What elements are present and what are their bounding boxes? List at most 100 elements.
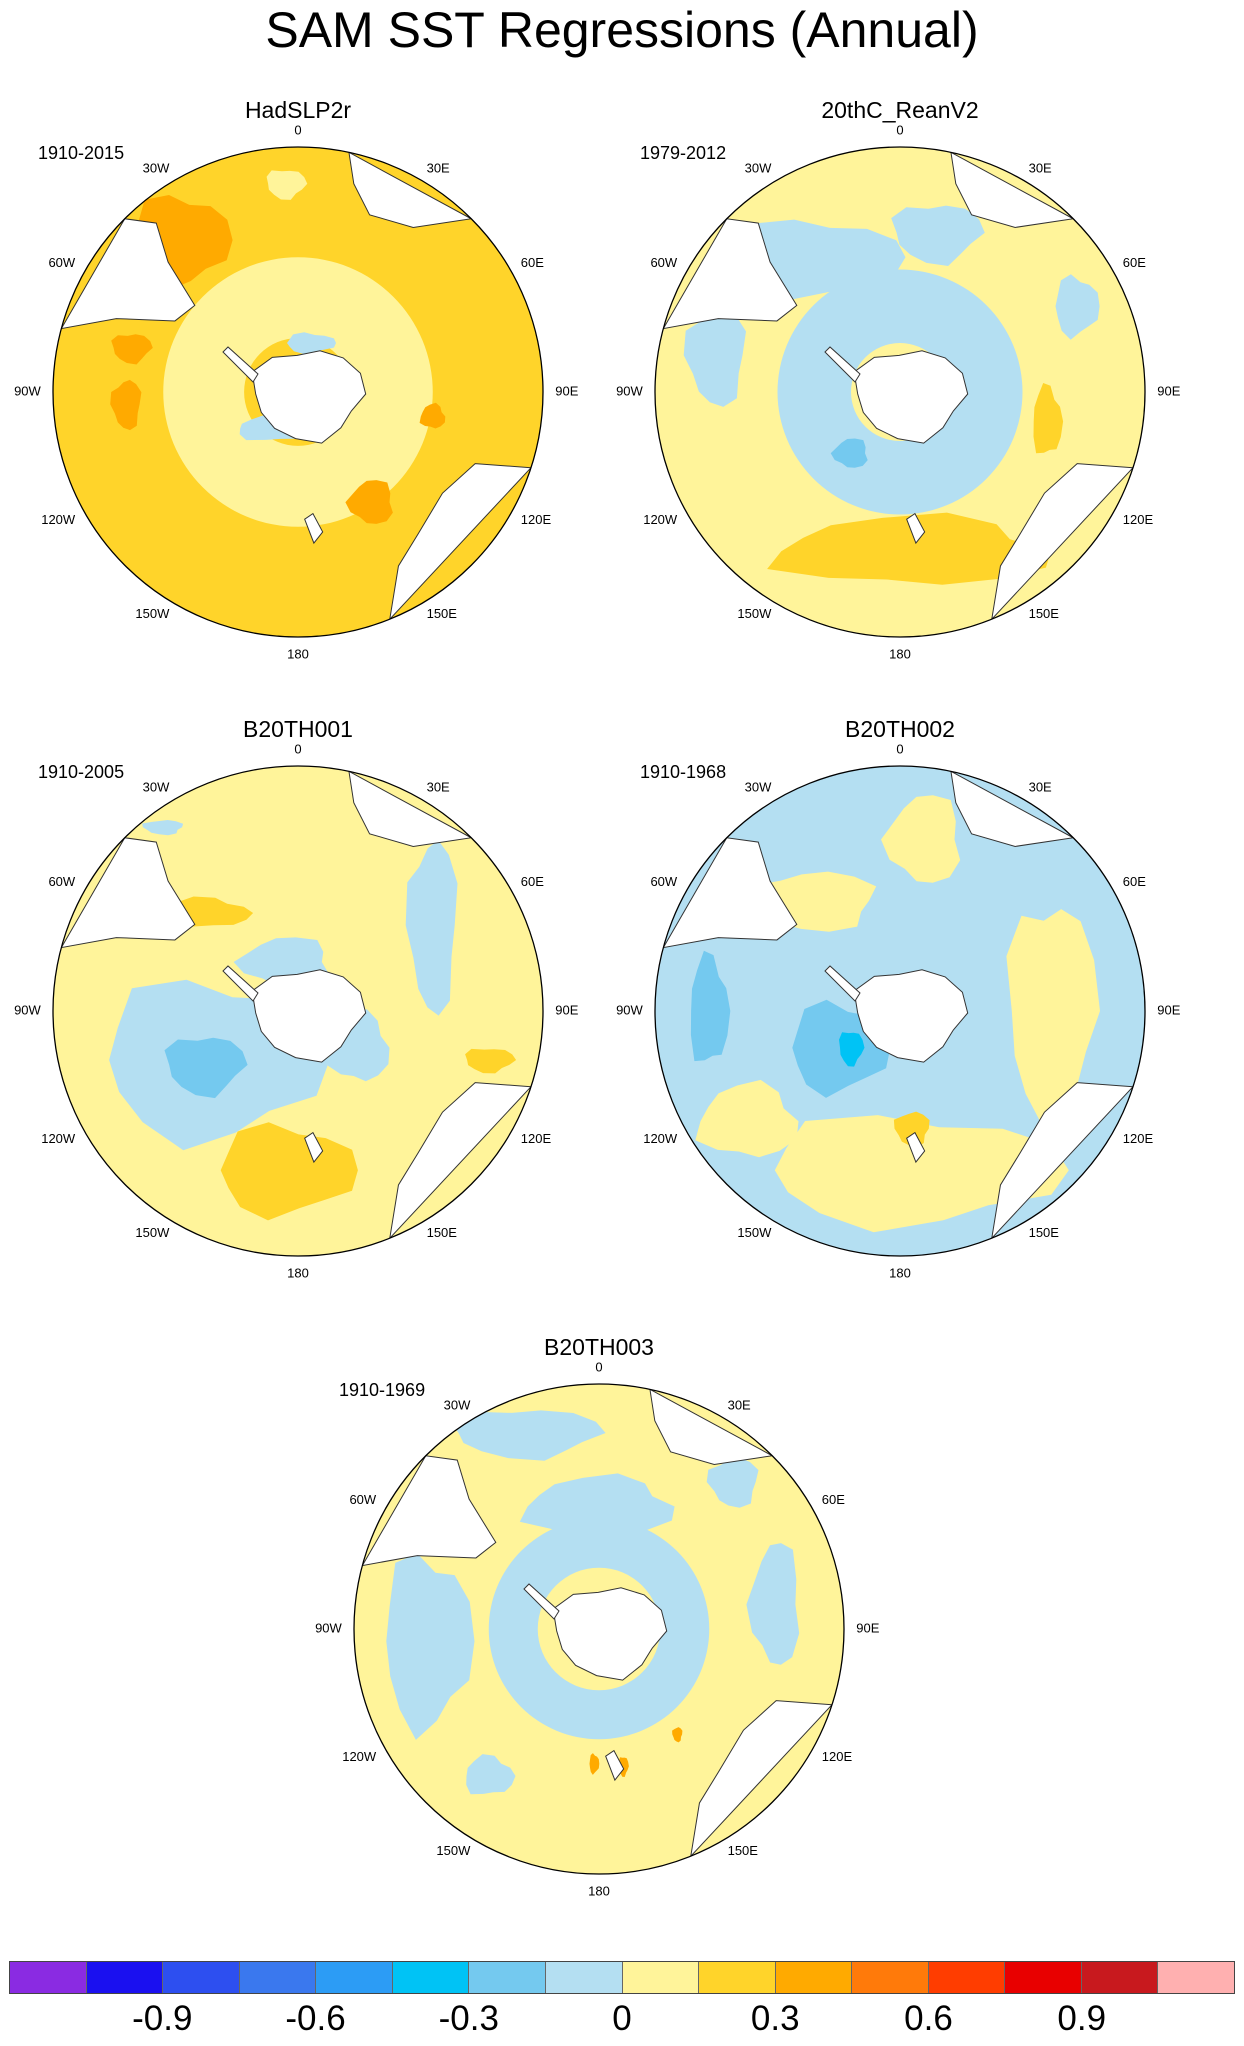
- sst-field: [53, 766, 543, 1256]
- field-orange: [110, 379, 142, 431]
- longitude-label: 30E: [427, 780, 450, 795]
- field-blue: [830, 438, 868, 468]
- field-blue: [683, 306, 746, 407]
- africa-land: [649, 1388, 774, 1465]
- south-america-land: [662, 218, 798, 330]
- colorbar-swatch: [469, 1962, 546, 1993]
- longitude-label: 0: [595, 1359, 602, 1374]
- new-zealand-land: [304, 512, 324, 545]
- longitude-label: 60W: [48, 874, 75, 889]
- field-blue: [706, 1457, 759, 1508]
- longitude-label: 150E: [728, 1843, 759, 1858]
- longitude-label: 60W: [349, 1492, 376, 1507]
- longitude-label: 60E: [1123, 874, 1146, 889]
- field-light: [266, 170, 308, 200]
- colorbar-swatch: [1005, 1962, 1082, 1993]
- field-gold: [220, 1122, 358, 1221]
- longitude-label: 90W: [616, 1002, 643, 1017]
- new-zealand-land: [906, 512, 926, 545]
- longitude-label: 120W: [41, 1131, 76, 1146]
- field-yellow: [1006, 909, 1100, 1136]
- field-blue: [164, 1037, 248, 1099]
- longitude-label: 180: [588, 1884, 610, 1899]
- longitude-label: 150E: [1029, 1225, 1060, 1240]
- south-america-land: [60, 837, 196, 949]
- longitude-label: 30E: [1029, 161, 1052, 176]
- map-panel: HadSLP2r 1910-2015 0 30E 60E 90E 120E 150E 180 15…: [14, 97, 579, 662]
- antarctica-land: [251, 969, 367, 1063]
- longitude-label: 90W: [14, 1002, 41, 1017]
- antarctica-land: [853, 969, 969, 1063]
- longitude-label: 120W: [643, 1131, 678, 1146]
- colorbar-tick: 0: [612, 1999, 632, 2038]
- field-blue: [449, 1410, 606, 1461]
- new-zealand-land: [906, 1131, 926, 1164]
- longitude-label: 150W: [135, 606, 170, 621]
- longitude-label: 150E: [1029, 606, 1060, 621]
- colorbar-tick: -0.6: [285, 1999, 346, 2038]
- longitude-label: 30E: [427, 161, 450, 176]
- longitude-label: 120E: [1123, 512, 1154, 527]
- panel-title: B20TH003: [544, 1334, 654, 1360]
- field-blue: [519, 1473, 675, 1536]
- panel-title: 20thC_ReanV2: [821, 97, 979, 123]
- figure-title: SAM SST Regressions (Annual): [265, 2, 979, 58]
- longitude-label: 90W: [315, 1620, 342, 1635]
- longitude-label: 30W: [143, 161, 170, 176]
- field-gold: [767, 512, 1051, 585]
- longitude-label: 60W: [48, 255, 75, 270]
- africa-land: [950, 151, 1075, 228]
- antarctica-land: [552, 1587, 668, 1681]
- longitude-label: 60E: [1123, 255, 1146, 270]
- colorbar-swatch: [622, 1962, 700, 1993]
- africa-land: [348, 151, 473, 228]
- longitude-label: 150W: [737, 606, 772, 621]
- field-blue: [690, 950, 731, 1062]
- field-orange: [111, 334, 153, 365]
- colorbar-tick: -0.3: [438, 1999, 499, 2038]
- new-zealand-land: [304, 1131, 324, 1164]
- longitude-label: 180: [287, 1266, 309, 1281]
- longitude-label: 60W: [650, 874, 677, 889]
- colorbar-swatch: [316, 1962, 393, 1993]
- longitude-label: 60E: [521, 874, 544, 889]
- colorbar-swatch: [239, 1962, 317, 1993]
- polar-map: 0 30E 60E 90E 120E 150E 180 150W 120W 90W 60W 30W: [14, 741, 579, 1281]
- panel-period: 1910-1969: [339, 1380, 426, 1400]
- map-boundary: [353, 1383, 845, 1875]
- longitude-label: 180: [287, 647, 309, 662]
- map-panel: B20TH001 1910-2005 0 30E 60E 90E 120E 150E 180 15…: [14, 716, 579, 1281]
- longitude-label: 150W: [737, 1225, 772, 1240]
- longitude-label: 30E: [1029, 780, 1052, 795]
- antarctica-land: [251, 350, 367, 444]
- field-blue: [386, 1553, 475, 1740]
- africa-land: [950, 770, 1075, 847]
- field-blue: [142, 820, 184, 836]
- longitude-label: 150W: [135, 1225, 170, 1240]
- longitude-label: 0: [294, 122, 301, 137]
- map-panel: B20TH003 1910-1969 0 30E 60E 90E 120E 150E 180 15…: [315, 1334, 880, 1899]
- field-orange: [345, 480, 393, 524]
- colorbar-swatch: [1081, 1962, 1159, 1993]
- longitude-label: 30W: [745, 161, 772, 176]
- colorbar-tick: 0.3: [750, 1999, 800, 2038]
- longitude-label: 0: [896, 122, 903, 137]
- polar-map: 0 30E 60E 90E 120E 150E 180 150W 120W 90W 60W 30W: [616, 122, 1181, 661]
- field-orange: [589, 1753, 600, 1775]
- map-panel: 20thC_ReanV2 1979-2012 0 30E 60E 90E 120E 150E 1…: [616, 97, 1181, 662]
- longitude-label: 30W: [745, 780, 772, 795]
- map-panel: B20TH002 1910-1968 0 30E 60E 90E 120E 150E 180 15…: [616, 716, 1181, 1281]
- colorbar-swatch: [699, 1962, 776, 1993]
- longitude-label: 0: [294, 741, 301, 756]
- map-boundary: [654, 765, 1146, 1257]
- longitude-label: 0: [896, 741, 903, 756]
- field-blue: [466, 1754, 516, 1795]
- field-blue: [746, 1543, 800, 1665]
- field-blue: [287, 332, 336, 355]
- longitude-label: 30W: [444, 1398, 471, 1413]
- longitude-label: 150E: [427, 606, 458, 621]
- sst-field: [53, 147, 543, 637]
- colorbar-tick: 0.6: [904, 1999, 953, 2038]
- polar-map: 0 30E 60E 90E 120E 150E 180 150W 120W 90W 60W 30W: [616, 741, 1181, 1281]
- longitude-label: 60W: [650, 255, 677, 270]
